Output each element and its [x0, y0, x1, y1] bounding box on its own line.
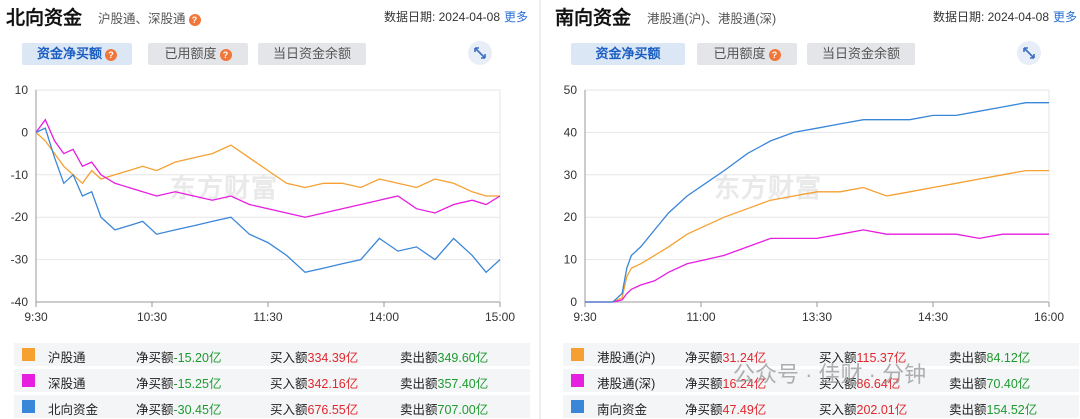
- sell-amount: 卖出额154.52亿: [949, 403, 1038, 417]
- y-tick-label: 10: [15, 83, 29, 97]
- more-link[interactable]: 更多: [503, 10, 528, 24]
- series-line: [585, 169, 1049, 303]
- buy-amount: 买入额115.37亿: [819, 351, 907, 365]
- northbound-line-chart: 10 0 -10 -20 -30 -409:30 10:30 11:30 14:00 15:00: [11, 83, 516, 324]
- net-buy: 净买额47.49亿: [685, 403, 767, 417]
- x-tick-label: 15:00: [485, 310, 515, 324]
- sell-amount: 卖出额84.12亿: [949, 351, 1031, 365]
- panel-header: 北向资金 沪股通、深股通? 数据日期: 2024-04-08 更多: [0, 0, 530, 32]
- tab-net-buy[interactable]: 资金净买额?: [22, 43, 132, 65]
- x-tick-label: 13:30: [802, 310, 832, 324]
- more-link[interactable]: 更多: [1052, 10, 1077, 24]
- tab-used-quota[interactable]: 已用额度?: [148, 43, 248, 65]
- legend-row: 深股通 净买额-15.25亿 买入额342.16亿 卖出额357.40亿: [14, 369, 530, 392]
- net-buy: 净买额-15.20亿: [136, 351, 222, 365]
- series-line: [585, 229, 1049, 303]
- footer-watermark: 公众号 · 佳财 · 分钟: [733, 362, 927, 387]
- series-line: [35, 131, 500, 197]
- tab-net-buy[interactable]: 资金净买额: [571, 43, 685, 65]
- legend-swatch: [571, 374, 584, 387]
- legend-swatch: [571, 400, 584, 413]
- legend-row: 沪股通 净买额-15.20亿 买入额334.39亿 卖出额349.60亿: [14, 343, 530, 366]
- legend-name: 港股通(深): [597, 377, 656, 391]
- panel-header: 南向资金 港股通(沪)、港股通(深) 数据日期: 2024-04-08 更多: [549, 0, 1079, 32]
- sell-amount: 卖出额70.40亿: [949, 377, 1031, 391]
- buy-amount: 买入额86.64亿: [819, 377, 901, 391]
- legend-row: 北向资金 净买额-30.45亿 买入额676.55亿 卖出额707.00亿: [14, 395, 530, 418]
- expand-icon[interactable]: [1017, 41, 1041, 65]
- buy-amount: 买入额202.01亿: [819, 403, 908, 417]
- y-tick-label: 0: [570, 295, 577, 309]
- legend-name: 港股通(沪): [597, 351, 656, 365]
- y-tick-label: -40: [11, 295, 29, 309]
- panel-title: 南向资金: [555, 8, 632, 29]
- net-buy: 净买额16.24亿: [685, 377, 767, 391]
- panel-subtitle: 港股通(沪)、港股通(深): [647, 12, 777, 26]
- panel-divider: [539, 0, 541, 419]
- y-tick-label: 40: [564, 125, 578, 139]
- panel-subtitle: 沪股通、深股通?: [98, 8, 201, 27]
- x-tick-label: 14:00: [369, 310, 399, 324]
- help-icon[interactable]: ?: [768, 48, 781, 61]
- tab-used-quota[interactable]: 已用额度?: [697, 43, 797, 65]
- southbound-line-chart: 50 40 30 20 10 09:30 11:00 13:30 14:30 16:00: [564, 83, 1065, 324]
- x-tick-label: 10:30: [137, 310, 167, 324]
- legend-row: 港股通(深) 净买额16.24亿 买入额86.64亿 卖出额70.40亿: [563, 369, 1079, 392]
- series-line: [585, 102, 1049, 303]
- legend-name: 沪股通: [48, 351, 86, 365]
- legend-swatch: [571, 348, 584, 361]
- series-line: [35, 127, 501, 274]
- sell-amount: 卖出额349.60亿: [400, 351, 489, 365]
- x-tick-label: 11:00: [686, 310, 715, 324]
- x-tick-label: 14:30: [918, 310, 948, 324]
- buy-amount: 买入额334.39亿: [270, 351, 359, 365]
- help-icon[interactable]: ?: [105, 48, 117, 61]
- x-tick-label: 9:30: [24, 310, 48, 324]
- legend-swatch: [22, 348, 35, 361]
- northbound-panel: 北向资金 沪股通、深股通? 数据日期: 2024-04-08 更多 资金净买额?…: [0, 0, 530, 419]
- legend-swatch: [22, 400, 35, 413]
- legend-name: 深股通: [48, 377, 86, 391]
- legend-row: 南向资金 净买额47.49亿 买入额202.01亿 卖出额154.52亿: [563, 395, 1079, 418]
- expand-icon[interactable]: [468, 41, 492, 65]
- series-line: [35, 118, 501, 218]
- help-icon[interactable]: ?: [219, 48, 232, 61]
- data-date: 数据日期: 2024-04-08: [932, 10, 1049, 24]
- sell-amount: 卖出额707.00亿: [400, 403, 489, 417]
- net-buy: 净买额31.24亿: [685, 351, 767, 365]
- x-tick-label: 11:30: [253, 310, 282, 324]
- legend-name: 北向资金: [48, 403, 99, 417]
- panel-title: 北向资金: [6, 8, 83, 29]
- y-tick-label: 20: [564, 210, 578, 224]
- sell-amount: 卖出额357.40亿: [400, 377, 489, 391]
- help-icon[interactable]: ?: [188, 13, 201, 26]
- buy-amount: 买入额676.55亿: [270, 403, 359, 417]
- southbound-panel: 南向资金 港股通(沪)、港股通(深) 数据日期: 2024-04-08 更多 资…: [549, 0, 1079, 419]
- legend-swatch: [22, 374, 35, 387]
- y-tick-label: 30: [564, 168, 578, 182]
- watermark: 东方财富: [714, 173, 823, 203]
- net-buy: 净买额-15.25亿: [136, 377, 222, 391]
- y-tick-label: 50: [564, 83, 578, 97]
- data-date: 数据日期: 2024-04-08: [383, 10, 500, 24]
- x-tick-label: 16:00: [1034, 310, 1064, 324]
- legend-name: 南向资金: [597, 403, 648, 417]
- x-tick-label: 9:30: [573, 310, 597, 324]
- tab-daily-balance[interactable]: 当日资金余额: [807, 43, 915, 65]
- buy-amount: 买入额342.16亿: [270, 377, 359, 391]
- tab-daily-balance[interactable]: 当日资金余额: [258, 43, 366, 65]
- legend-row: 港股通(沪) 净买额31.24亿 买入额115.37亿 卖出额84.12亿: [563, 343, 1079, 366]
- y-tick-label: -30: [11, 253, 29, 267]
- y-tick-label: -10: [11, 168, 29, 182]
- y-tick-label: 0: [21, 125, 28, 139]
- y-tick-label: 10: [564, 253, 578, 267]
- net-buy: 净买额-30.45亿: [136, 403, 222, 417]
- y-tick-label: -20: [11, 210, 29, 224]
